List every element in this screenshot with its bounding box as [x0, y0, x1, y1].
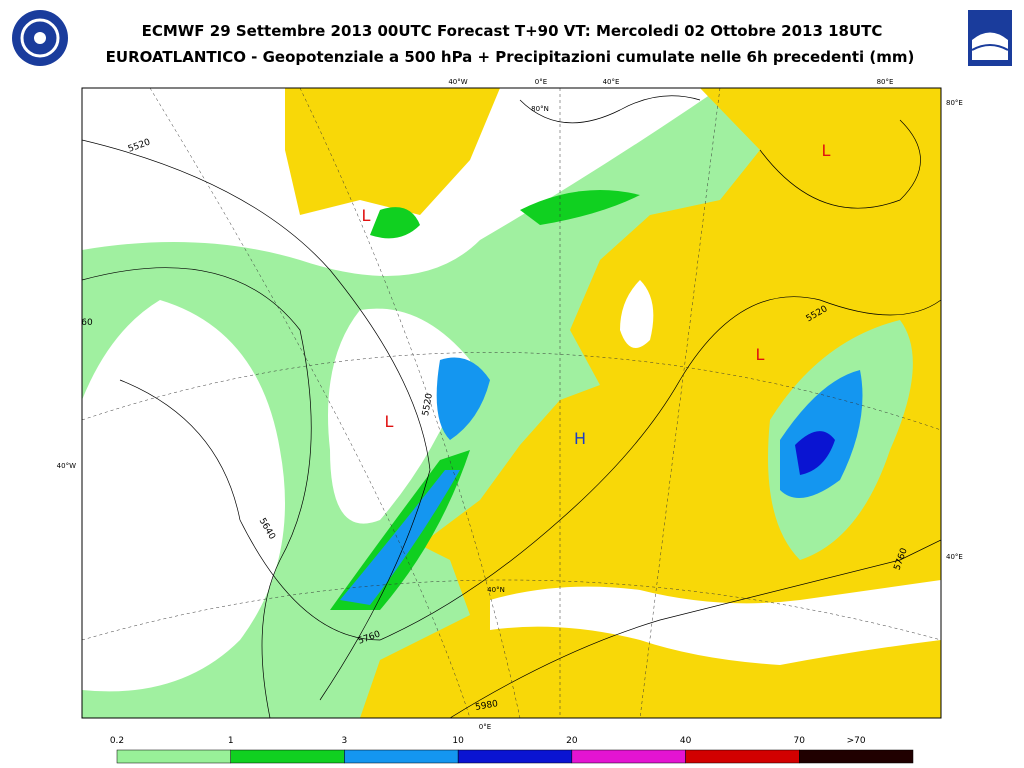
logo-right	[968, 10, 1012, 66]
legend-label: 40	[680, 736, 692, 746]
legend-swatch	[571, 749, 686, 764]
legend-label: 10	[452, 736, 464, 746]
map	[82, 88, 941, 718]
contour-label: 5980	[475, 699, 500, 713]
logo-left	[12, 10, 68, 66]
contour-label: 60	[81, 318, 93, 328]
grid-label: 0°E	[535, 78, 547, 86]
grid-label: 40°W	[448, 78, 467, 86]
grid-label: 0°E	[479, 723, 491, 731]
pressure-center: L	[822, 141, 831, 160]
legend-label: 20	[566, 736, 578, 746]
grid-label: 80°N	[531, 105, 549, 113]
legend-swatch	[685, 749, 800, 764]
graticule	[82, 88, 941, 718]
grid-label: 80°E	[946, 99, 963, 107]
contour-label: 5520	[421, 392, 435, 417]
legend-label: 1	[228, 736, 234, 746]
subtitle: EUROATLANTICO - Geopotenziale a 500 hPa …	[106, 48, 915, 66]
map-frame	[81, 87, 942, 719]
legend-swatch	[230, 749, 345, 764]
legend-swatch	[116, 749, 231, 764]
grid-label: 40°E	[603, 78, 620, 86]
grid-label: 40°E	[946, 553, 963, 561]
legend-label: >70	[847, 736, 866, 746]
title: ECMWF 29 Settembre 2013 00UTC Forecast T…	[142, 22, 883, 40]
pressure-center: H	[574, 429, 586, 448]
legend-swatch	[799, 749, 914, 764]
pressure-center: L	[385, 412, 394, 431]
legend-swatch	[344, 749, 459, 764]
legend-swatch	[457, 749, 573, 764]
legend-label: 70	[794, 736, 806, 746]
pressure-center: L	[756, 345, 765, 364]
legend-label: 3	[342, 736, 348, 746]
legend-label: 0.2	[110, 736, 124, 746]
grid-label: 40°W	[57, 462, 76, 470]
grid-label: 80°E	[877, 78, 894, 86]
grid-label: 40°N	[487, 586, 505, 594]
contours	[82, 95, 941, 718]
pressure-center: L	[362, 206, 371, 225]
